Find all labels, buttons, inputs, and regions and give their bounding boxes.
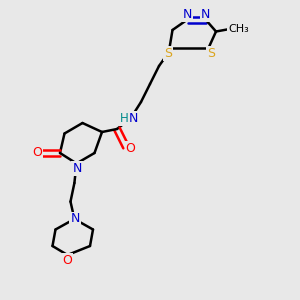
- Text: S: S: [164, 47, 172, 60]
- Text: N: N: [183, 8, 192, 21]
- Text: O: O: [126, 142, 135, 155]
- Text: H: H: [119, 112, 128, 125]
- Text: CH₃: CH₃: [228, 23, 249, 34]
- Text: N: N: [129, 112, 138, 125]
- Text: O: O: [33, 146, 42, 160]
- Text: S: S: [207, 47, 215, 60]
- Text: O: O: [63, 254, 72, 267]
- Text: N: N: [70, 212, 80, 226]
- Text: N: N: [72, 161, 82, 175]
- Text: N: N: [201, 8, 210, 21]
